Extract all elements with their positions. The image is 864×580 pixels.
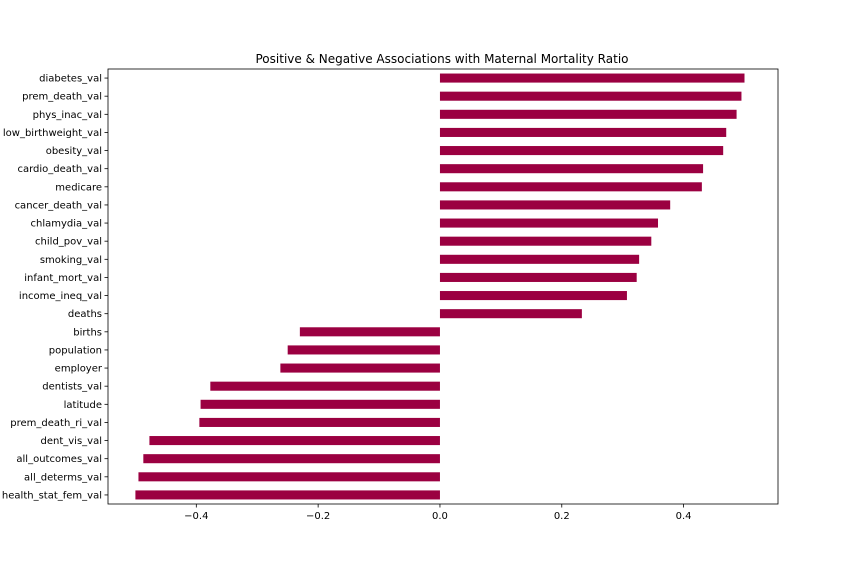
y-tick-label: chlamydia_val [31,219,102,230]
x-tick-label: −0.4 [184,511,208,522]
y-tick-label: child_pov_val [35,237,102,248]
bar-prem-death-val [439,91,742,101]
bar-low-birthweight-val [439,127,727,137]
y-tick-label: dent_vis_val [41,436,103,447]
y-tick-label: income_ineq_val [19,291,102,302]
y-tick-label: prem_death_ri_val [10,418,102,429]
bar-medicare [439,182,702,192]
y-tick-label: infant_mort_val [24,273,102,284]
bar-all-outcomes-val [143,454,440,464]
x-tick-label: −0.2 [306,511,330,522]
bar-deaths [439,309,582,319]
axes-frame [107,68,779,505]
bar-infant-mort-val [439,272,637,282]
plot-area: diabetes_val prem_death_val phys_inac_vall… [2,68,779,522]
chart-title: Positive & Negative Associations with Ma… [256,52,629,66]
y-tick-label: phys_inac_val [33,110,102,121]
bar-phys-inac-val [439,109,737,119]
y-tick-label: cancer_death_val [15,200,102,211]
x-tick-label: 0.0 [432,511,448,522]
y-tick-label: births [73,327,102,338]
y-tick-label: deaths [68,309,102,320]
y-tick-label: smoking_val [40,255,102,266]
bar-all-determs-val [138,472,440,482]
bar-cardio-death-val [439,164,704,174]
y-tick-label: prem_death_val [22,92,102,103]
y-tick-label: employer [55,364,103,375]
x-tick-label: 0.4 [676,511,692,522]
bar-dentists-val [210,381,440,391]
bar-smoking-val [439,254,640,264]
bar-chlamydia-val [439,218,659,228]
bar-diabetes-val [439,73,745,83]
y-tick-label: diabetes_val [39,74,102,85]
y-tick-label: cardio_death_val [17,164,102,175]
x-tick-label: 0.2 [554,511,570,522]
bar-dent-vis-val [149,436,440,446]
y-tick-label: latitude [64,400,102,411]
y-tick-label: obesity_val [46,146,102,157]
y-tick-label: all_outcomes_val [16,454,102,465]
bar-births [299,327,440,337]
bar-prem-death-ri-val [199,417,440,427]
y-tick-label: health_stat_fem_val [2,490,102,501]
y-tick-label: low_birthweight_val [3,128,102,139]
bar-health-stat-fem-val [135,490,440,500]
bar-cancer-death-val [439,200,671,210]
y-tick-label: medicare [55,182,102,193]
bar-child-pov-val [439,236,652,246]
y-tick-label: dentists_val [42,382,102,393]
bar-latitude [200,399,440,409]
y-tick-label: population [49,345,102,356]
y-tick-label: all_determs_val [24,472,102,483]
bar-obesity-val [439,146,724,156]
bar-employer [280,363,440,373]
bar-population [287,345,440,355]
bar-income-ineq-val [439,291,627,301]
